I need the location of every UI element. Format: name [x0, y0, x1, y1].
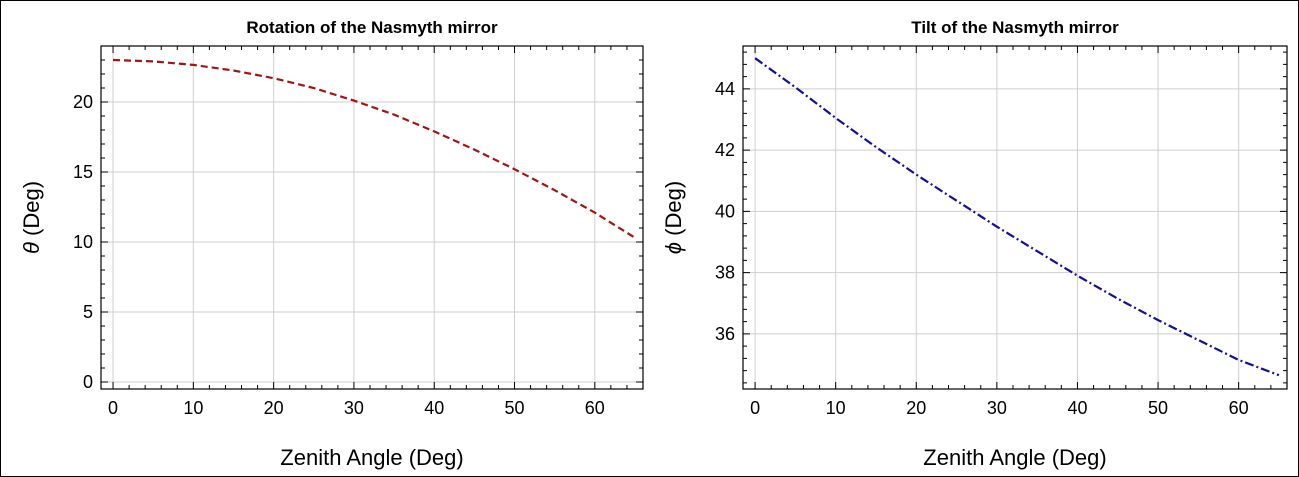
x-tick-label: 40: [424, 398, 444, 418]
y-tick-label: 20: [73, 92, 93, 112]
x-tick-label: 10: [183, 398, 203, 418]
x-tick-label: 30: [344, 398, 364, 418]
x-tick-label: 10: [826, 398, 846, 418]
x-tick-label: 0: [750, 398, 760, 418]
chart-panel-2: Tilt of the Nasmyth mirror 0 10 20 30 40 50 60 3…: [661, 18, 1288, 470]
y-tick-label: 0: [83, 372, 93, 392]
chart-title: Tilt of the Nasmyth mirror: [911, 18, 1119, 37]
x-tick-label: 40: [1067, 398, 1087, 418]
x-axis-label: Zenith Angle (Deg): [923, 445, 1106, 470]
y-axis-unit: (Deg): [661, 181, 686, 242]
chart-title: Rotation of the Nasmyth mirror: [246, 18, 498, 37]
y-tick-label: 42: [715, 140, 735, 160]
y-tick-label: 36: [715, 324, 735, 344]
y-axis-label: ϕ (Deg): [661, 181, 686, 254]
y-axis-symbol: ϕ: [661, 242, 686, 254]
y-tick-label: 38: [715, 263, 735, 283]
x-axis-label: Zenith Angle (Deg): [280, 445, 463, 470]
x-tick-label: 0: [108, 398, 118, 418]
chart-panel-1: Rotation of the Nasmyth mirror 0 10 20 30 40 5…: [19, 18, 644, 470]
x-tick-label: 60: [585, 398, 605, 418]
y-tick-label: 15: [73, 162, 93, 182]
x-tick-label: 50: [505, 398, 525, 418]
y-tick-label: 5: [83, 302, 93, 322]
y-tick-label: 10: [73, 232, 93, 252]
x-tick-label: 50: [1148, 398, 1168, 418]
y-tick-label: 40: [715, 201, 735, 221]
plot-area: [100, 45, 644, 390]
series-line: [112, 58, 636, 239]
y-axis-unit: (Deg): [19, 181, 44, 242]
x-tick-label: 20: [264, 398, 284, 418]
y-axis-label: θ (Deg): [19, 181, 44, 254]
x-tick-label: 30: [987, 398, 1007, 418]
y-axis-symbol: θ: [19, 242, 44, 254]
x-tick-label: 60: [1229, 398, 1249, 418]
x-tick-label: 20: [906, 398, 926, 418]
plot-area: [742, 45, 1288, 390]
series-line: [754, 57, 1280, 377]
y-tick-label: 44: [715, 79, 735, 99]
